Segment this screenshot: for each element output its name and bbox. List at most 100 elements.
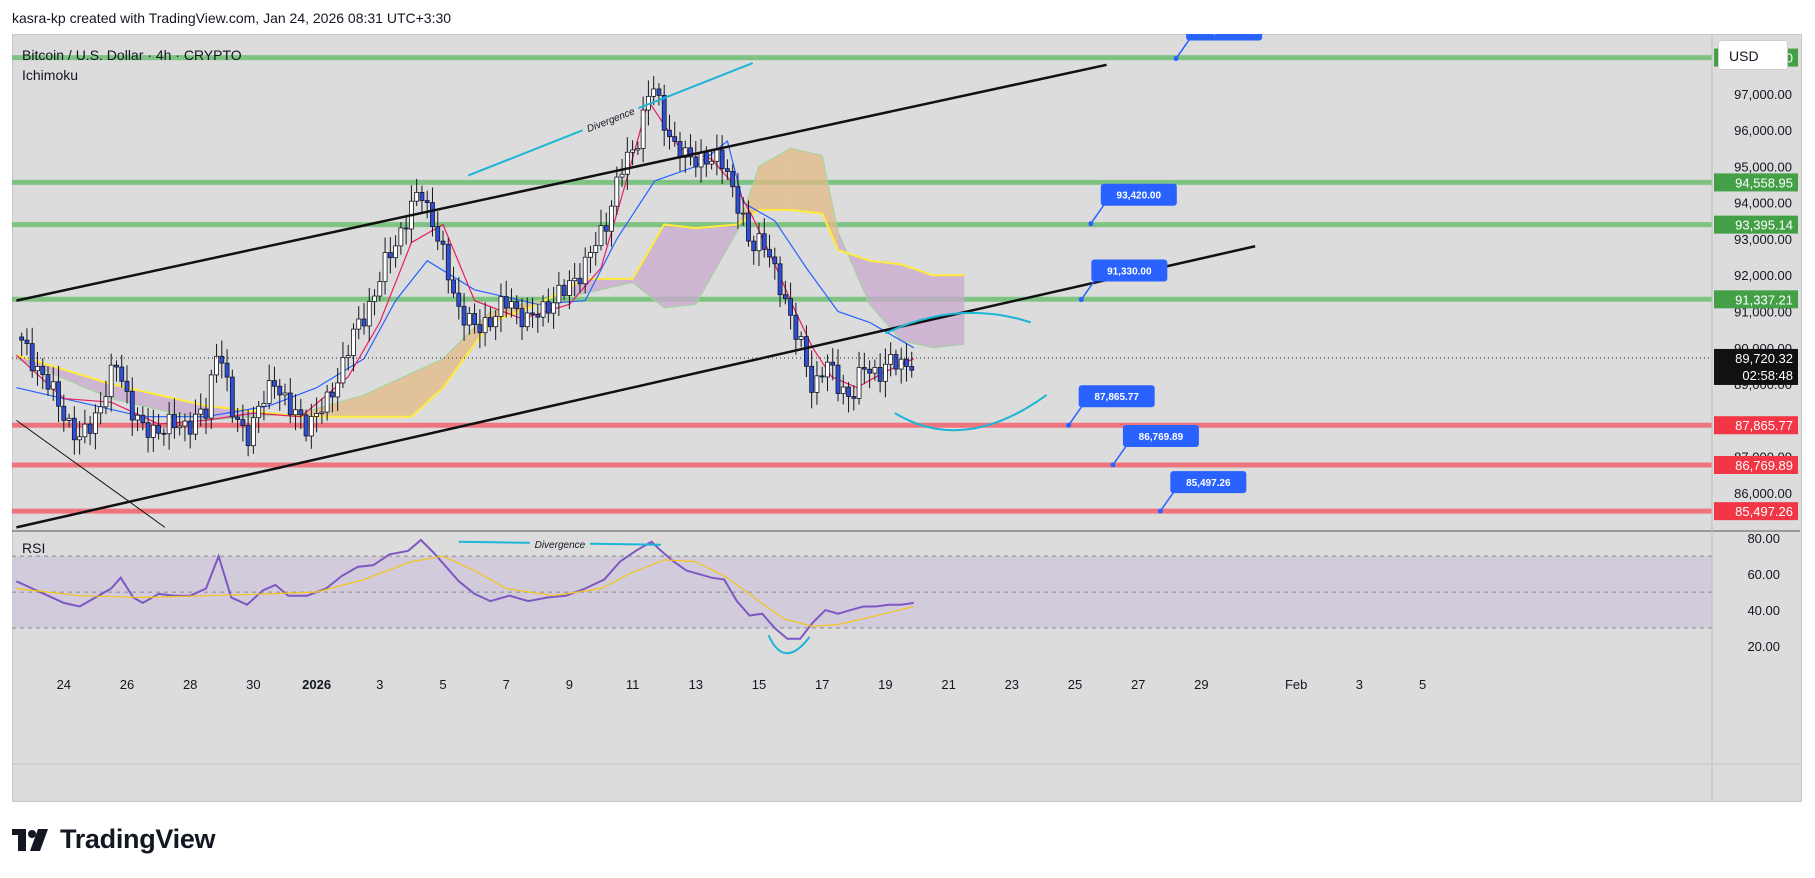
candle-bullish[interactable] — [82, 423, 88, 438]
level-price-label[interactable]: 94,558.95 — [1735, 175, 1793, 190]
candle-bullish[interactable] — [825, 361, 830, 378]
level-price-label[interactable]: 87,865.77 — [1735, 418, 1793, 433]
rsi-axis-tick[interactable]: 20.00 — [1747, 639, 1780, 654]
time-axis-tick[interactable]: 27 — [1131, 677, 1145, 692]
candle-bearish[interactable] — [119, 366, 125, 382]
candle-bullish[interactable] — [166, 413, 172, 435]
candle-bullish[interactable] — [498, 296, 504, 317]
candle-bullish[interactable] — [572, 277, 578, 282]
price-axis-tick[interactable]: 93,000.00 — [1734, 232, 1792, 247]
level-price-label[interactable]: 93,395.14 — [1735, 218, 1793, 233]
candle-bearish[interactable] — [56, 381, 61, 407]
candle-bullish[interactable] — [198, 408, 204, 415]
candle-bearish[interactable] — [577, 277, 583, 285]
candle-bearish[interactable] — [161, 432, 167, 435]
candle-bullish[interactable] — [840, 386, 846, 394]
candle-bearish[interactable] — [472, 313, 478, 325]
time-axis-tick[interactable]: 3 — [1356, 677, 1363, 692]
candle-bullish[interactable] — [93, 412, 98, 434]
price-callout-label[interactable]: 86,769.89 — [1139, 432, 1184, 443]
candle-bearish[interactable] — [777, 263, 783, 296]
price-callout-anchor[interactable] — [1088, 221, 1094, 227]
candle-bullish[interactable] — [482, 317, 488, 334]
candle-bullish[interactable] — [493, 316, 499, 328]
candle-bearish[interactable] — [767, 249, 772, 258]
price-axis-tick[interactable]: 95,000.00 — [1734, 159, 1792, 174]
candle-bearish[interactable] — [240, 419, 246, 426]
symbol-title[interactable]: Bitcoin / U.S. Dollar · 4h · CRYPTO — [22, 47, 242, 63]
ichimoku-tenkan-line[interactable] — [15, 99, 915, 425]
time-axis-tick[interactable]: 28 — [183, 677, 197, 692]
channel-trendline[interactable] — [16, 419, 166, 528]
candle-bearish[interactable] — [461, 305, 467, 326]
time-axis-tick[interactable]: 13 — [689, 677, 703, 692]
candle-bullish[interactable] — [814, 375, 820, 393]
candle-bearish[interactable] — [514, 301, 520, 309]
candle-bullish[interactable] — [356, 318, 362, 330]
candle-bullish[interactable] — [135, 414, 140, 421]
candle-bearish[interactable] — [87, 423, 93, 434]
candle-bullish[interactable] — [798, 336, 804, 340]
candle-bearish[interactable] — [809, 365, 815, 393]
pattern-arc[interactable] — [884, 311, 1032, 335]
candle-bullish[interactable] — [509, 301, 514, 309]
candle-bullish[interactable] — [624, 151, 630, 175]
time-axis-tick[interactable]: 21 — [941, 677, 955, 692]
price-axis-tick[interactable]: 94,000.00 — [1734, 196, 1792, 211]
candle-bearish[interactable] — [445, 243, 451, 281]
candle-bullish[interactable] — [250, 417, 256, 447]
candle-bearish[interactable] — [830, 361, 836, 366]
candle-bearish[interactable] — [761, 233, 767, 250]
candle-bearish[interactable] — [819, 375, 825, 378]
time-axis-tick[interactable]: 11 — [626, 677, 640, 692]
candle-bearish[interactable] — [772, 256, 778, 265]
candle-bearish[interactable] — [440, 240, 446, 245]
candle-bearish[interactable] — [861, 367, 867, 370]
candle-bearish[interactable] — [203, 408, 209, 419]
candle-bearish[interactable] — [435, 226, 441, 242]
price-callout-box[interactable] — [1100, 183, 1177, 206]
candle-bearish[interactable] — [298, 409, 304, 416]
candle-bullish[interactable] — [398, 227, 404, 247]
time-axis-tick[interactable]: 23 — [1005, 677, 1019, 692]
candle-bearish[interactable] — [867, 368, 872, 374]
candle-bearish[interactable] — [545, 301, 551, 314]
candle-bullish[interactable] — [351, 328, 356, 356]
candle-bullish[interactable] — [756, 233, 762, 252]
candle-bearish[interactable] — [561, 284, 567, 296]
candle-bearish[interactable] — [477, 324, 483, 334]
candle-bearish[interactable] — [156, 424, 162, 434]
price-callout-label[interactable]: 97,976.13 — [1202, 34, 1247, 36]
candle-bearish[interactable] — [451, 279, 456, 294]
time-axis-tick[interactable]: 26 — [120, 677, 134, 692]
candle-bullish[interactable] — [619, 173, 625, 178]
candle-bearish[interactable] — [419, 192, 425, 201]
channel-trendline[interactable] — [16, 245, 1256, 529]
candle-bearish[interactable] — [29, 343, 35, 372]
candle-bearish[interactable] — [656, 88, 662, 96]
candle-bullish[interactable] — [308, 416, 314, 437]
candle-bullish[interactable] — [193, 413, 198, 435]
price-callout-box[interactable] — [1186, 34, 1263, 41]
candle-bullish[interactable] — [377, 281, 383, 297]
rsi-axis-tick[interactable]: 60.00 — [1747, 567, 1780, 582]
candle-bullish[interactable] — [150, 424, 156, 438]
candle-bullish[interactable] — [593, 245, 599, 253]
candle-bearish[interactable] — [725, 168, 730, 172]
time-axis-tick[interactable]: 7 — [503, 677, 510, 692]
rsi-line[interactable] — [15, 538, 914, 640]
time-axis-tick[interactable]: 5 — [439, 677, 446, 692]
candle-bullish[interactable] — [319, 411, 325, 414]
candle-bullish[interactable] — [466, 313, 472, 326]
candle-bullish[interactable] — [293, 409, 298, 416]
price-callout-label[interactable]: 87,865.77 — [1094, 392, 1139, 403]
candle-bullish[interactable] — [698, 151, 704, 168]
candle-bearish[interactable] — [503, 296, 509, 309]
candle-bearish[interactable] — [751, 240, 757, 252]
candle-bearish[interactable] — [287, 392, 293, 416]
candle-bearish[interactable] — [730, 171, 736, 188]
rsi-arc[interactable] — [767, 634, 811, 655]
candle-bearish[interactable] — [24, 339, 30, 344]
candle-bullish[interactable] — [714, 149, 720, 162]
candle-bullish[interactable] — [540, 301, 546, 318]
